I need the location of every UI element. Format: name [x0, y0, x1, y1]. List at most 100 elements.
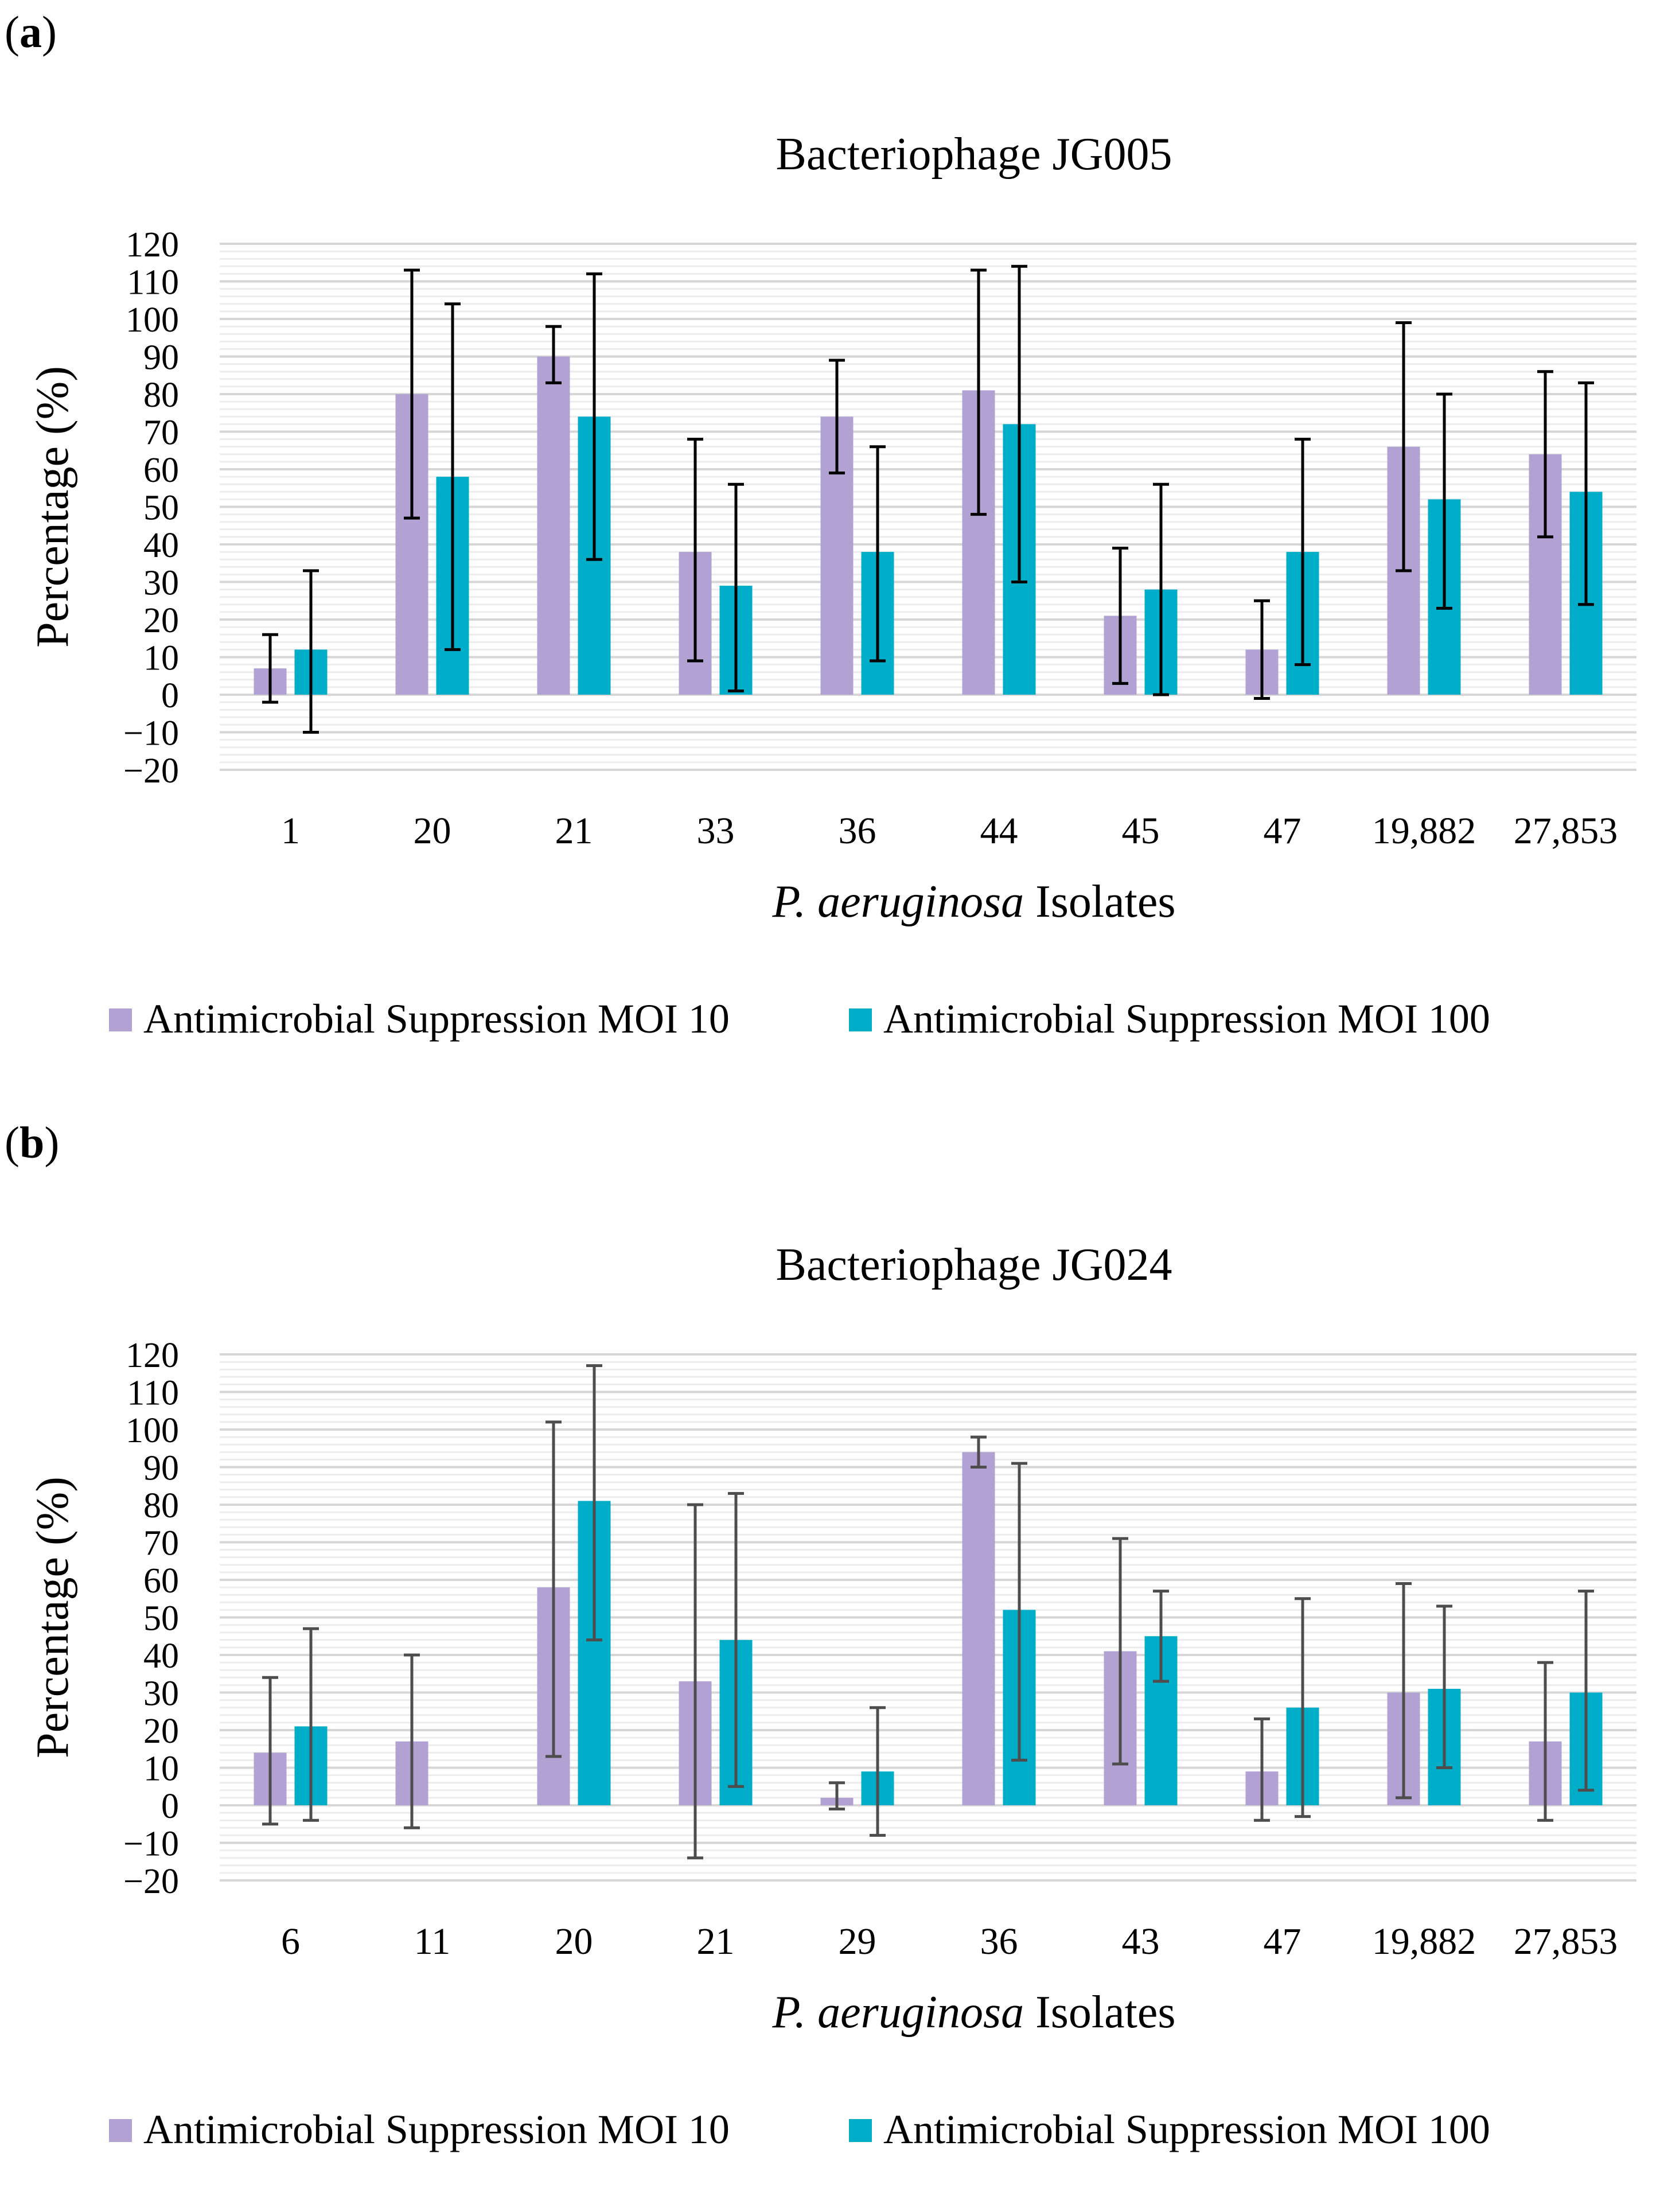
x-tick-label: 47 — [1264, 1921, 1301, 1962]
x-tick-label: 27,853 — [1514, 1921, 1618, 1962]
chart-b-svg: (b)Bacteriophage JG024−20−10010203040506… — [5, 1117, 1636, 2152]
error-bar — [1254, 1717, 1270, 1822]
x-axis-label: P. aeruginosa Isolates — [772, 877, 1176, 927]
y-tick-label: 40 — [143, 526, 179, 565]
error-bar — [829, 1781, 845, 1811]
x-tick-label: 36 — [839, 810, 876, 852]
error-bar — [545, 325, 562, 384]
y-tick-label: 80 — [143, 1486, 179, 1525]
y-tick-label: −10 — [123, 1825, 179, 1864]
panel-label: (a) — [5, 7, 57, 57]
y-tick-label: 10 — [143, 639, 179, 678]
chart-title: Bacteriophage JG005 — [776, 129, 1172, 180]
x-tick-label: 27,853 — [1514, 810, 1618, 852]
error-bar — [1011, 264, 1027, 583]
y-tick-label: 120 — [126, 225, 179, 264]
x-tick-label: 21 — [697, 1921, 735, 1962]
error-bar — [262, 633, 278, 704]
legend-swatch — [849, 1008, 872, 1031]
error-bar — [971, 1435, 987, 1469]
y-tick-label: 100 — [126, 301, 179, 340]
error-bar — [303, 1627, 319, 1822]
error-bar — [303, 569, 319, 734]
error-bar — [687, 1503, 703, 1860]
error-bar — [1254, 599, 1270, 700]
error-bar — [1396, 1582, 1412, 1800]
error-bar — [1112, 547, 1128, 685]
x-tick-label: 47 — [1264, 810, 1301, 852]
x-tick-label: 44 — [980, 810, 1018, 852]
error-bar — [545, 1420, 562, 1758]
x-tick-label: 36 — [980, 1921, 1018, 1962]
legend-label: Antimicrobial Suppression MOI 10 — [143, 2106, 730, 2152]
y-tick-label: 90 — [143, 338, 179, 377]
error-bar — [445, 302, 461, 651]
error-bar — [586, 272, 602, 561]
error-bar — [1153, 1590, 1169, 1683]
legend-swatch — [109, 2119, 132, 2142]
legend: Antimicrobial Suppression MOI 10 Antimicr… — [109, 2106, 1490, 2152]
y-axis-label: Percentage (%) — [28, 366, 78, 648]
error-bar — [728, 1491, 744, 1788]
error-bar — [1578, 1590, 1594, 1792]
y-tick-label: 120 — [126, 1336, 179, 1375]
x-tick-label: 43 — [1122, 1921, 1160, 1962]
error-bar — [404, 1653, 420, 1829]
y-tick-label: 50 — [143, 1599, 179, 1638]
error-bar — [1396, 321, 1412, 573]
error-bar — [971, 268, 987, 516]
y-tick-label: 90 — [143, 1449, 179, 1488]
error-bar — [870, 445, 886, 663]
y-tick-label: 10 — [143, 1750, 179, 1789]
x-tick-label: 45 — [1122, 810, 1160, 852]
x-tick-label: 19,882 — [1372, 1921, 1476, 1962]
y-tick-label: 110 — [127, 263, 179, 302]
y-tick-label: 0 — [161, 676, 179, 715]
y-tick-label: 80 — [143, 376, 179, 415]
y-tick-label: 0 — [161, 1787, 179, 1826]
y-tick-label: −20 — [123, 751, 179, 790]
error-bar — [1295, 1597, 1311, 1818]
x-tick-label: 29 — [839, 1921, 876, 1962]
error-bar — [1295, 438, 1311, 667]
error-bar — [829, 359, 845, 475]
legend-label: Antimicrobial Suppression MOI 10 — [143, 996, 730, 1042]
panel-label: (b) — [5, 1117, 59, 1167]
y-tick-label: −10 — [123, 714, 179, 753]
chart-title: Bacteriophage JG024 — [776, 1240, 1172, 1290]
error-bar — [586, 1364, 602, 1642]
y-axis-label: Percentage (%) — [28, 1477, 78, 1758]
y-tick-label: 30 — [143, 1674, 179, 1713]
chart-panel-b: (b) Bacteriophage JG024 −20 −10 0 10 20 30 40 50 6… — [0, 1111, 1660, 2212]
x-tick-label: 1 — [281, 810, 300, 852]
x-tick-label: 20 — [555, 1921, 593, 1962]
chart-panel-a: (a) Bacteriophage JG005 −20 −10 0 10 20 30 40 50 6… — [0, 0, 1660, 1101]
y-tick-label: 70 — [143, 414, 179, 453]
error-bar — [1537, 370, 1553, 539]
error-bar — [1436, 392, 1452, 610]
error-bar — [1578, 381, 1594, 606]
legend-swatch — [109, 1008, 132, 1031]
y-tick-label: 100 — [126, 1411, 179, 1450]
x-axis-label: P. aeruginosa Isolates — [772, 1987, 1176, 2038]
x-tick-label: 21 — [555, 810, 593, 852]
error-bar — [1436, 1605, 1452, 1769]
error-bar — [870, 1706, 886, 1837]
legend-label: Antimicrobial Suppression MOI 100 — [883, 996, 1490, 1042]
x-tick-label: 19,882 — [1372, 810, 1476, 852]
bar — [962, 1452, 995, 1805]
error-bar — [262, 1676, 278, 1826]
y-tick-label: 60 — [143, 451, 179, 490]
y-tick-label: 70 — [143, 1524, 179, 1563]
x-tick-label: 11 — [414, 1921, 451, 1962]
error-bar — [728, 482, 744, 692]
legend-swatch — [849, 2119, 872, 2142]
y-tick-label: 20 — [143, 601, 179, 640]
error-bar — [404, 268, 420, 520]
error-bar — [1537, 1661, 1553, 1822]
chart-a-svg: (a)Bacteriophage JG005−20−10010203040506… — [5, 7, 1636, 1042]
x-tick-label: 33 — [697, 810, 735, 852]
y-tick-label: 20 — [143, 1712, 179, 1751]
x-tick-label: 6 — [281, 1921, 300, 1962]
y-tick-label: 50 — [143, 489, 179, 528]
